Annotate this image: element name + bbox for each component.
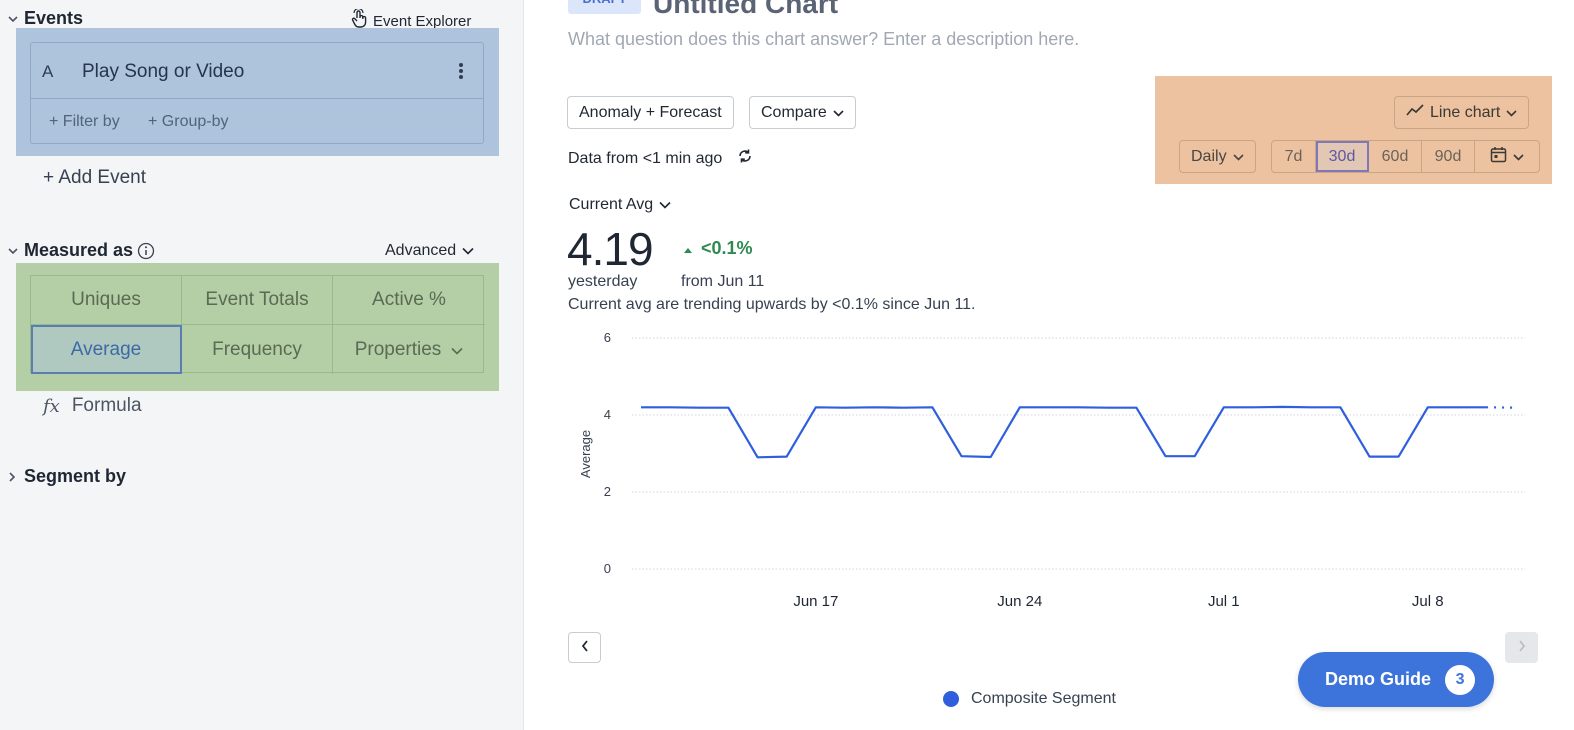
chevron-down-icon: [1232, 148, 1244, 166]
chevron-down-icon: [659, 196, 671, 214]
filter-by-button[interactable]: + Filter by: [49, 113, 120, 130]
measured-as-section-toggle[interactable]: Measured as: [8, 240, 155, 261]
draft-badge: DRAFT: [568, 0, 641, 14]
chart-title[interactable]: Untitled Chart: [653, 0, 839, 19]
measure-option-properties[interactable]: Properties: [333, 325, 485, 374]
metric-selector[interactable]: Current Avg: [569, 196, 671, 214]
add-event-button[interactable]: + Add Event: [43, 167, 146, 188]
y-tick-label: 2: [604, 484, 611, 499]
demo-guide-count-badge: 3: [1445, 664, 1476, 695]
measure-option-frequency[interactable]: Frequency: [182, 325, 333, 374]
refresh-icon[interactable]: [736, 147, 754, 170]
metric-period: yesterday: [568, 273, 638, 290]
measure-option-average[interactable]: Average: [31, 325, 182, 374]
trend-description: Current avg are trending upwards by <0.1…: [568, 296, 976, 313]
events-section-toggle[interactable]: Events: [8, 8, 83, 29]
fx-icon: fx: [43, 395, 60, 417]
chevron-down-icon: [1513, 148, 1524, 166]
y-tick-label: 6: [604, 330, 611, 345]
chevron-left-icon: [581, 639, 589, 657]
anomaly-forecast-button[interactable]: Anomaly + Forecast: [567, 96, 734, 129]
measure-option-event-totals[interactable]: Event Totals: [182, 276, 333, 325]
legend-label: Composite Segment: [971, 690, 1116, 707]
series-line: [641, 405, 1487, 459]
event-name[interactable]: Play Song or Video: [82, 61, 245, 82]
metric-delta-value: <0.1%: [701, 238, 753, 258]
measure-options-grid: Uniques Event Totals Active % Average Fr…: [30, 275, 485, 374]
arrow-up-icon: [683, 238, 693, 259]
anomaly-forecast-label: Anomaly + Forecast: [579, 103, 722, 121]
chart-type-label: Line chart: [1430, 103, 1501, 121]
line-chart[interactable]: 0 2 4 6 Average Jun 17 Jun 24 Jul 1 Jul 8: [525, 320, 1565, 620]
measured-as-title: Measured as: [24, 240, 134, 260]
range-30d-button[interactable]: 30d: [1316, 141, 1369, 172]
chart-description-input[interactable]: What question does this chart answer? En…: [568, 29, 1080, 49]
formula-button[interactable]: fx Formula: [43, 395, 142, 417]
date-range-selector: 7d 30d 60d 90d: [1271, 140, 1540, 173]
metric-delta: <0.1%: [683, 238, 753, 259]
range-60d-button[interactable]: 60d: [1369, 141, 1422, 172]
x-tick-label: Jun 17: [793, 593, 838, 610]
more-vertical-icon[interactable]: [453, 61, 469, 81]
legend-swatch: [943, 691, 959, 707]
segment-by-section-toggle[interactable]: Segment by: [8, 466, 126, 487]
chevron-down-icon: [1506, 104, 1517, 122]
pointer-hand-icon: [350, 7, 368, 33]
y-tick-label: 0: [604, 561, 611, 576]
x-tick-label: Jul 1: [1208, 593, 1240, 610]
chart-legend[interactable]: Composite Segment: [943, 690, 1116, 708]
chart-panel: DRAFT Untitled Chart What question does …: [525, 0, 1574, 730]
measure-option-active-percent[interactable]: Active %: [333, 276, 485, 325]
chevron-down-icon: [8, 247, 24, 255]
demo-guide-label: Demo Guide: [1325, 669, 1432, 689]
y-axis-label: Average: [578, 430, 593, 478]
calendar-icon: [1490, 146, 1507, 168]
query-panel: Events Event Explorer A Play Song or Vid…: [0, 0, 524, 730]
demo-guide-button[interactable]: Demo Guide 3: [1298, 652, 1494, 707]
data-from-label: Data from <1 min ago: [568, 149, 723, 167]
x-tick-label: Jun 24: [997, 593, 1042, 610]
y-tick-label: 4: [604, 407, 611, 422]
event-letter: A: [42, 62, 54, 81]
event-explorer-button[interactable]: Event Explorer: [350, 7, 472, 33]
chevron-down-icon: [8, 15, 24, 23]
chevron-down-icon: [462, 242, 474, 260]
interval-label: Daily: [1191, 147, 1227, 165]
chart-prev-button[interactable]: [568, 632, 601, 663]
event-card[interactable]: A Play Song or Video + Filter by + Group…: [30, 42, 484, 144]
info-icon[interactable]: [137, 242, 155, 260]
metric-compare-date: from Jun 11: [681, 273, 765, 290]
formula-label: Formula: [71, 395, 142, 416]
x-tick-label: Jul 8: [1412, 593, 1444, 610]
chevron-right-icon: [1518, 639, 1526, 657]
custom-date-picker[interactable]: [1475, 141, 1539, 172]
compare-dropdown[interactable]: Compare: [749, 96, 856, 129]
measure-option-uniques[interactable]: Uniques: [31, 276, 182, 325]
event-highlight: [16, 28, 499, 156]
event-card-header: [31, 43, 483, 99]
chevron-right-icon: [8, 471, 24, 482]
chart-next-button[interactable]: [1505, 632, 1538, 663]
metric-selector-label: Current Avg: [569, 196, 654, 213]
chevron-down-icon: [451, 339, 463, 361]
metric-value: 4.19: [567, 223, 654, 275]
range-7d-button[interactable]: 7d: [1272, 141, 1316, 172]
compare-label: Compare: [761, 103, 827, 121]
group-by-button[interactable]: + Group-by: [148, 113, 229, 130]
properties-label: Properties: [354, 338, 442, 360]
events-section-title: Events: [24, 8, 84, 28]
line-chart-icon: [1406, 103, 1424, 122]
interval-dropdown[interactable]: Daily: [1179, 140, 1256, 173]
advanced-label: Advanced: [385, 242, 457, 259]
data-freshness: Data from <1 min ago: [568, 147, 754, 170]
chevron-down-icon: [833, 104, 844, 122]
segment-by-title: Segment by: [24, 466, 127, 486]
chart-type-dropdown[interactable]: Line chart: [1394, 96, 1530, 129]
event-explorer-label: Event Explorer: [373, 12, 472, 30]
range-90d-button[interactable]: 90d: [1422, 141, 1475, 172]
advanced-dropdown[interactable]: Advanced: [385, 242, 474, 260]
